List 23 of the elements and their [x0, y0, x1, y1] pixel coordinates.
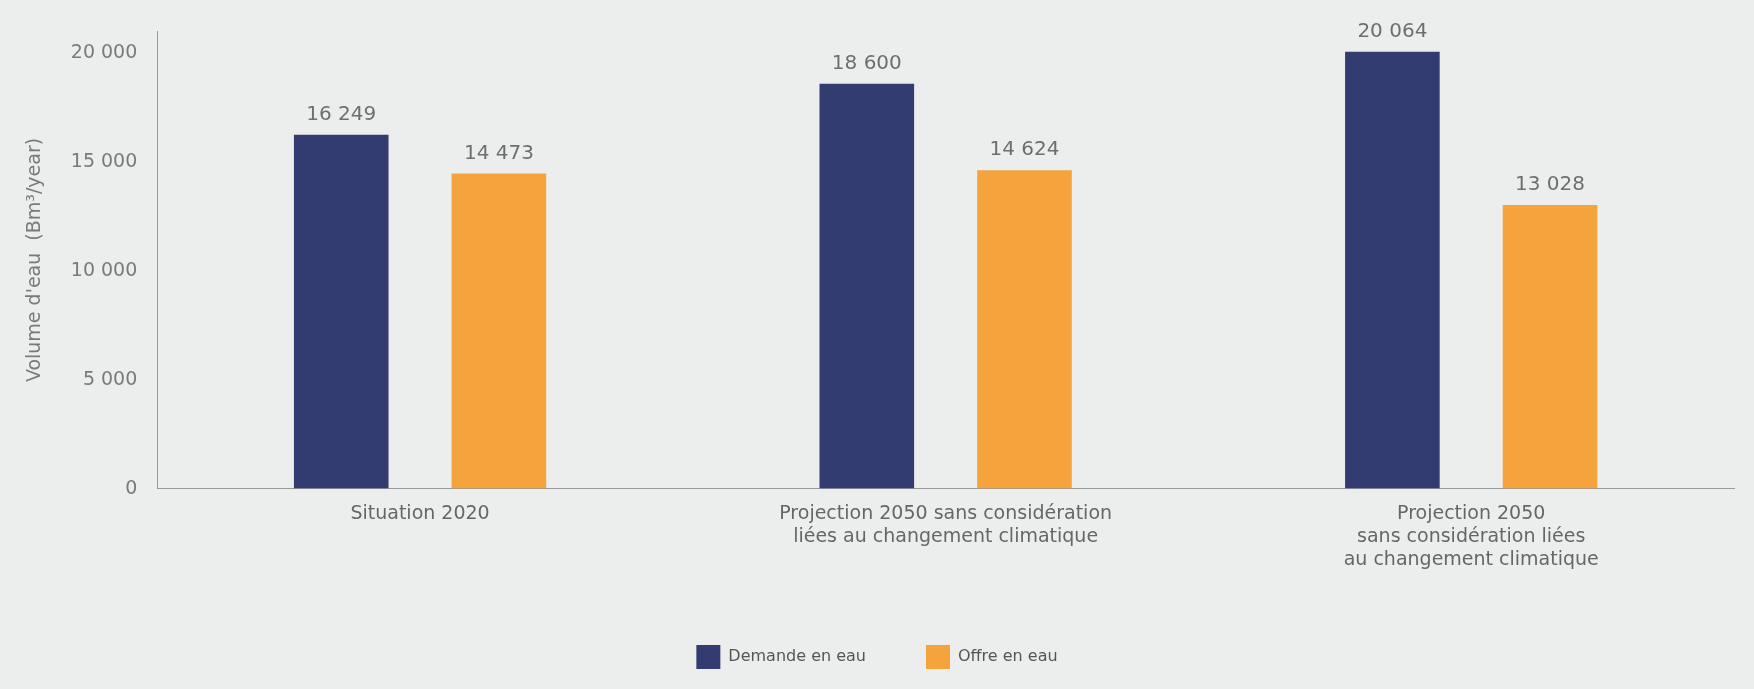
- y-axis-title: Volume d'eau (Bm³/year): [22, 137, 45, 383]
- y-tick-label: 10 000: [70, 257, 138, 280]
- legend-label: Demande en eau: [728, 646, 866, 666]
- y-tick-label: 20 000: [70, 40, 138, 63]
- bar: [451, 173, 547, 489]
- bar: [1502, 204, 1598, 489]
- bar: [819, 83, 915, 489]
- data-label: 14 624: [989, 136, 1060, 161]
- legend-label: Offre en eau: [958, 646, 1058, 666]
- y-tick-label: 0: [125, 475, 138, 498]
- y-tick-label: 5 000: [82, 366, 138, 389]
- data-label: 18 600: [831, 49, 902, 74]
- bar: [977, 170, 1072, 489]
- bar: [1345, 51, 1440, 489]
- x-tick-label: Situation 2020: [350, 500, 490, 523]
- x-tick-label: Projection 2050 sans considération liées au changement climatique: [1343, 500, 1599, 569]
- bar: [293, 134, 389, 489]
- data-label: 13 028: [1515, 171, 1586, 196]
- y-tick-label: 15 000: [70, 148, 138, 171]
- data-label: 20 064: [1357, 17, 1428, 42]
- x-tick-label: Projection 2050 sans considération liées au changement climatique: [779, 500, 1113, 546]
- data-label: 16 249: [306, 101, 377, 126]
- data-label: 14 473: [463, 139, 534, 164]
